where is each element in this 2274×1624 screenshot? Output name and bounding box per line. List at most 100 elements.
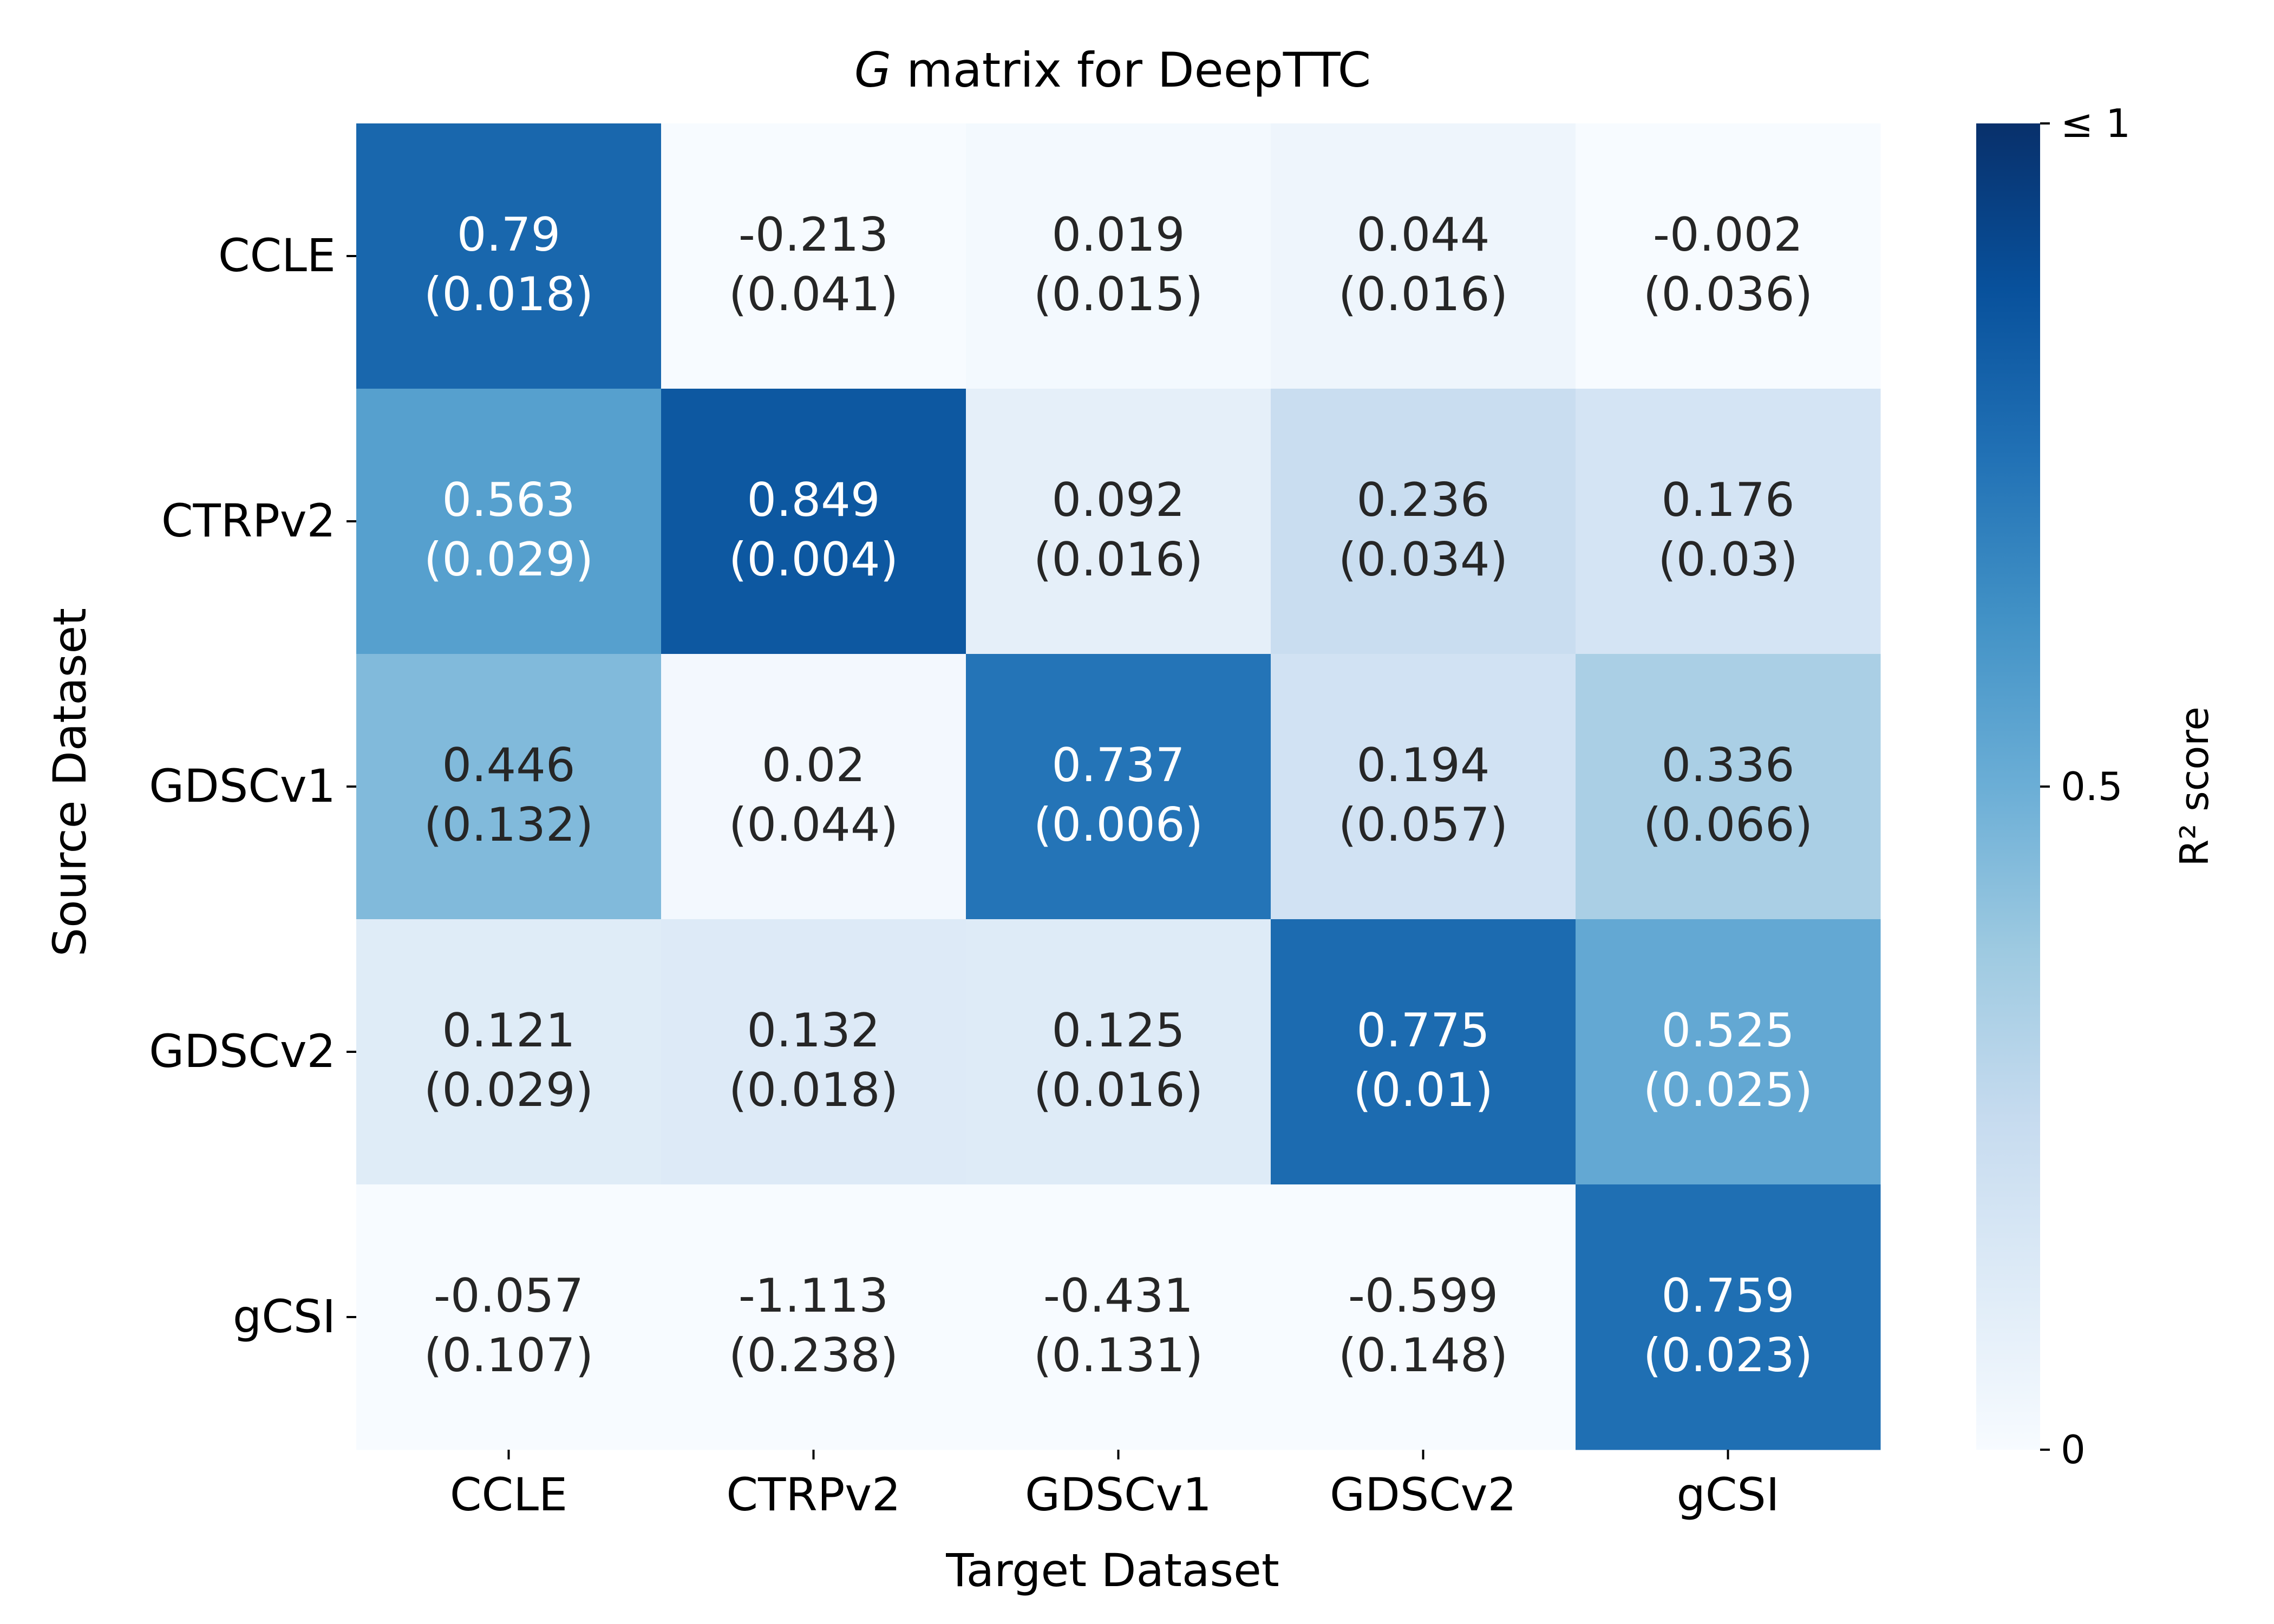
x-tick-label: gCSI [1676, 1468, 1779, 1521]
cell-value-label: -1.113 [739, 1269, 888, 1323]
heatmap-cell [1271, 389, 1576, 654]
y-tick-label: GDSCv2 [149, 1025, 336, 1078]
cell-error-label: (0.025) [1643, 1063, 1813, 1117]
colorbar-label: R² score [2172, 706, 2217, 866]
cell-value-label: -0.599 [1348, 1269, 1498, 1323]
colorbar [1976, 123, 2040, 1450]
y-axis-tick-labels: CCLE CTRPv2 GDSCv1 GDSCv2 gCSI [149, 229, 356, 1343]
cell-value-label: 0.775 [1356, 1004, 1489, 1058]
heatmap-cell [661, 1184, 966, 1450]
cell-value-label: 0.125 [1051, 1004, 1185, 1058]
chart-title-italic: G [854, 42, 891, 98]
cell-value-label: 0.044 [1356, 208, 1489, 262]
colorbar-ticks: 0 0.5 ≤ 1 [2040, 101, 2131, 1472]
cell-value-label: 0.236 [1356, 473, 1489, 527]
cell-error-label: (0.03) [1658, 533, 1798, 587]
heatmap-cell [966, 123, 1271, 389]
cell-value-label: 0.019 [1051, 208, 1185, 262]
cell-value-label: 0.02 [762, 738, 865, 793]
x-tick-label: GDSCv2 [1330, 1468, 1517, 1521]
heatmap-cell [661, 654, 966, 920]
cell-error-label: (0.016) [1338, 267, 1508, 322]
heatmap-cell [1576, 919, 1881, 1185]
cell-value-label: 0.849 [747, 473, 880, 527]
heatmap-cell [356, 123, 662, 389]
x-tick-label: CCLE [450, 1468, 567, 1521]
cell-error-label: (0.131) [1034, 1328, 1203, 1383]
y-axis-label: Source Dataset [43, 608, 96, 957]
cell-error-label: (0.016) [1034, 1063, 1203, 1117]
cell-value-label: 0.446 [442, 738, 575, 793]
chart-title-rest: matrix for DeepTTC [891, 42, 1371, 98]
heatmap-cell [1576, 654, 1881, 920]
cell-value-label: 0.525 [1661, 1004, 1794, 1058]
x-tick-label: GDSCv1 [1025, 1468, 1212, 1521]
cell-error-label: (0.018) [729, 1063, 898, 1117]
heatmap-cell [966, 389, 1271, 654]
cell-error-label: (0.148) [1338, 1328, 1508, 1383]
cell-value-label: 0.563 [442, 473, 575, 527]
cell-value-label: -0.002 [1653, 208, 1803, 262]
cell-error-label: (0.107) [424, 1328, 593, 1383]
y-tick-label: GDSCv1 [149, 759, 336, 813]
cell-error-label: (0.006) [1034, 798, 1203, 852]
y-tick-label: CTRPv2 [161, 494, 336, 547]
heatmap-cell [1576, 123, 1881, 389]
cell-error-label: (0.044) [729, 798, 898, 852]
colorbar-tick-label: ≤ 1 [2061, 101, 2131, 146]
cell-error-label: (0.066) [1643, 798, 1813, 852]
y-tick-label: CCLE [218, 229, 336, 282]
cell-error-label: (0.034) [1338, 533, 1508, 587]
cell-value-label: -0.431 [1043, 1269, 1193, 1323]
cell-value-label: -0.057 [434, 1269, 584, 1323]
cell-error-label: (0.004) [729, 533, 898, 587]
heatmap-cell [661, 919, 966, 1185]
heatmap-cell [966, 654, 1271, 920]
heatmap-cell [661, 389, 966, 654]
cell-value-label: -0.213 [739, 208, 888, 262]
cell-error-label: (0.057) [1338, 798, 1508, 852]
cell-value-label: 0.194 [1356, 738, 1489, 793]
cell-value-label: 0.092 [1051, 473, 1185, 527]
cell-error-label: (0.041) [729, 267, 898, 322]
heatmap-cell [356, 919, 662, 1185]
cell-value-label: 0.737 [1051, 738, 1185, 793]
colorbar-tick-label: 0.5 [2061, 764, 2123, 809]
cell-error-label: (0.036) [1643, 267, 1813, 322]
heatmap-cell [356, 389, 662, 654]
x-axis-tick-labels: CCLE CTRPv2 GDSCv1 GDSCv2 gCSI [450, 1450, 1780, 1521]
x-tick-label: CTRPv2 [726, 1468, 900, 1521]
heatmap-cell [1271, 1184, 1576, 1450]
heatmap-cell [356, 654, 662, 920]
heatmap-cell [1271, 654, 1576, 920]
cell-error-label: (0.238) [729, 1328, 898, 1383]
x-axis-label: Target Dataset [945, 1544, 1279, 1597]
cell-error-label: (0.023) [1643, 1328, 1813, 1383]
heatmap-cell [1576, 389, 1881, 654]
cell-error-label: (0.015) [1034, 267, 1203, 322]
heatmap-cell [1271, 919, 1576, 1185]
colorbar-tick-label: 0 [2061, 1427, 2086, 1472]
cell-error-label: (0.029) [424, 533, 593, 587]
heatmap-cell [1576, 1184, 1881, 1450]
cell-error-label: (0.132) [424, 798, 593, 852]
cell-error-label: (0.018) [424, 267, 593, 322]
cell-value-label: 0.132 [747, 1004, 880, 1058]
cell-value-label: 0.759 [1661, 1269, 1794, 1323]
chart-title: G matrix for DeepTTC [854, 42, 1371, 98]
heatmap-cell [356, 1184, 662, 1450]
cell-value-label: 0.121 [442, 1004, 575, 1058]
y-tick-label: gCSI [233, 1290, 336, 1343]
heatmap-cell [1271, 123, 1576, 389]
heatmap-cell [661, 123, 966, 389]
heatmap-cell [966, 919, 1271, 1185]
cell-error-label: (0.016) [1034, 533, 1203, 587]
cell-value-label: 0.336 [1661, 738, 1794, 793]
cell-value-label: 0.176 [1661, 473, 1794, 527]
cell-error-label: (0.029) [424, 1063, 593, 1117]
cell-value-label: 0.79 [457, 208, 560, 262]
heatmap-cells: 0.79(0.018)-0.213(0.041)0.019(0.015)0.04… [356, 123, 1881, 1450]
cell-error-label: (0.01) [1353, 1063, 1493, 1117]
heatmap-cell [966, 1184, 1271, 1450]
